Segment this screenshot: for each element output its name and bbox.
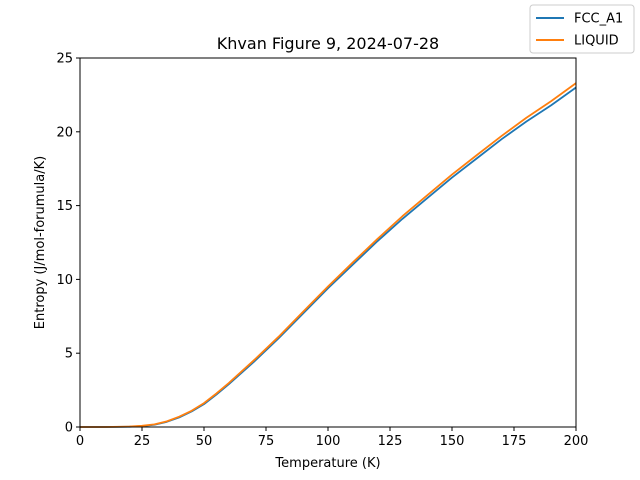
y-axis: 0 5 10 15 20 25	[56, 52, 80, 436]
chart-title: Khvan Figure 9, 2024-07-28	[217, 34, 439, 53]
x-tick-label: 150	[440, 434, 465, 449]
y-tick-label: 15	[56, 199, 73, 214]
x-axis-label: Temperature (K)	[274, 456, 380, 471]
legend: FCC_A1 LIQUID	[529, 4, 635, 54]
y-tick-label: 5	[65, 347, 73, 362]
y-tick-label: 25	[56, 52, 73, 67]
x-tick-label: 175	[502, 434, 527, 449]
y-tick-label: 10	[56, 273, 73, 288]
x-tick-label: 200	[564, 434, 589, 449]
x-tick-label: 100	[316, 434, 341, 449]
legend-label: FCC_A1	[574, 12, 623, 27]
x-tick-label: 25	[134, 434, 151, 449]
series-line-liquid	[80, 82, 577, 428]
x-tick-label: 0	[76, 434, 84, 449]
y-axis-label: Entropy (J/mol-forumula/K)	[33, 156, 48, 329]
y-tick-label: 0	[65, 421, 73, 436]
x-tick-label: 50	[196, 434, 213, 449]
series-layer	[80, 82, 577, 428]
x-tick-label: 125	[378, 434, 403, 449]
plot-area	[80, 58, 576, 427]
x-axis: 0 25 50 75 100 125 150 175 200	[76, 427, 589, 449]
y-tick-label: 20	[56, 125, 73, 140]
legend-label: LIQUID	[574, 34, 619, 49]
x-tick-label: 75	[258, 434, 275, 449]
